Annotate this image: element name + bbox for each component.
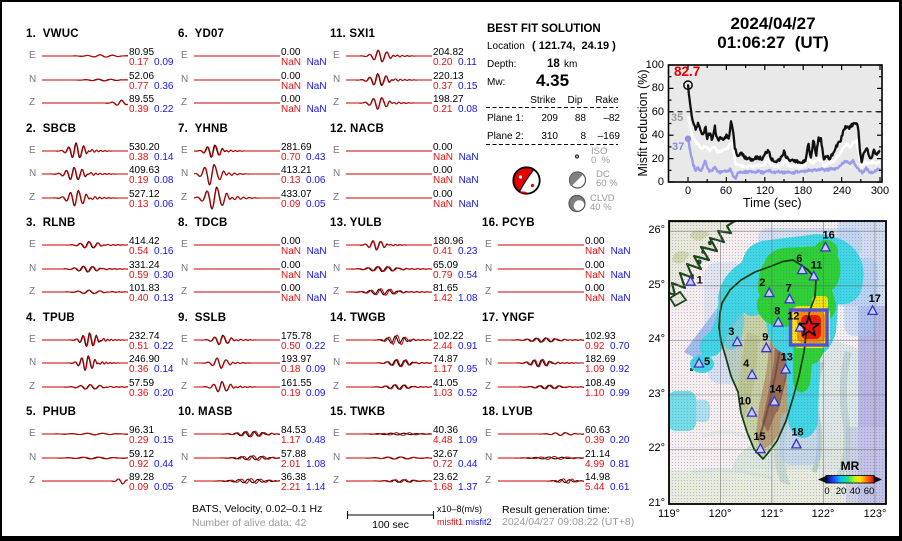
svg-text:60: 60 bbox=[864, 486, 875, 497]
svg-text:MR: MR bbox=[841, 459, 860, 473]
svg-text:10: 10 bbox=[739, 396, 751, 408]
svg-text:7: 7 bbox=[786, 282, 792, 294]
svg-text:1: 1 bbox=[697, 274, 703, 286]
svg-text:13: 13 bbox=[781, 352, 793, 364]
svg-text:4: 4 bbox=[743, 358, 750, 370]
svg-text:5: 5 bbox=[704, 356, 710, 368]
svg-text:20: 20 bbox=[836, 486, 847, 497]
svg-text:0: 0 bbox=[824, 486, 829, 497]
svg-text:8: 8 bbox=[774, 306, 780, 318]
svg-text:9: 9 bbox=[762, 331, 768, 343]
svg-text:3: 3 bbox=[728, 326, 734, 338]
svg-text:15: 15 bbox=[753, 431, 765, 443]
svg-text:14: 14 bbox=[769, 384, 782, 396]
svg-text:16: 16 bbox=[823, 230, 835, 242]
svg-text:2: 2 bbox=[759, 277, 765, 289]
svg-text:6: 6 bbox=[796, 253, 802, 265]
svg-text:12: 12 bbox=[787, 311, 799, 323]
svg-text:18: 18 bbox=[791, 427, 803, 439]
svg-text:11: 11 bbox=[811, 260, 823, 272]
svg-text:17: 17 bbox=[869, 293, 881, 305]
svg-text:40: 40 bbox=[850, 486, 861, 497]
